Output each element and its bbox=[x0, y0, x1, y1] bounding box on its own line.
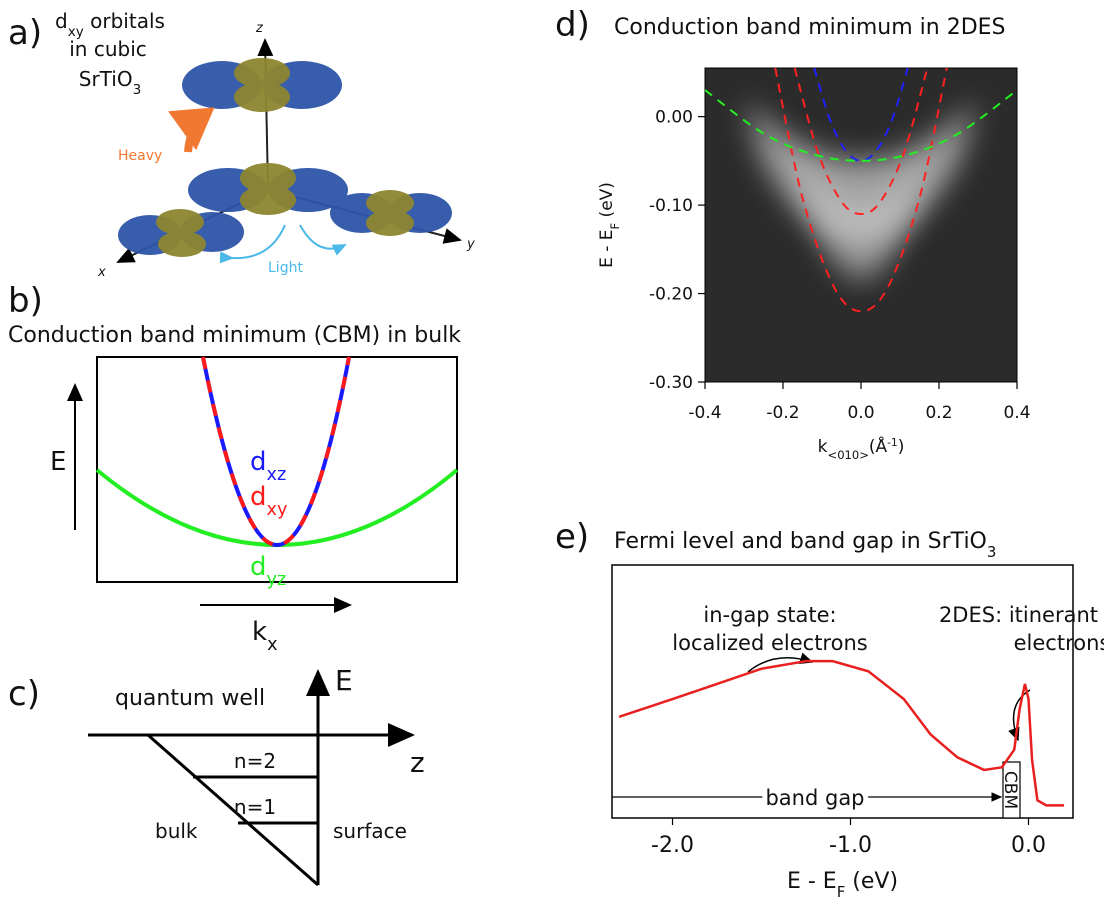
x-tick-label: -2.0 bbox=[651, 833, 694, 858]
chart-title-part: Fermi level and band gap in SrTiO bbox=[614, 529, 987, 554]
axis-name: z bbox=[410, 746, 425, 779]
light-label: Light bbox=[268, 260, 303, 276]
panel-label: c) bbox=[8, 674, 40, 714]
x-tick-label: -1.0 bbox=[829, 833, 872, 858]
diagram-text: quantum well bbox=[115, 686, 265, 711]
band-label-part: d bbox=[250, 552, 267, 582]
x-tick-label: 0.0 bbox=[847, 403, 874, 423]
x-axis-label-part: E - E bbox=[787, 869, 837, 894]
orbital-title-part: 3 bbox=[133, 82, 142, 98]
level-label: n=1 bbox=[234, 795, 276, 819]
panel-label: a) bbox=[8, 13, 42, 53]
arpes-image bbox=[705, 68, 1017, 382]
orbital-title-part: xy bbox=[68, 24, 84, 40]
y-tick-label: -0.10 bbox=[649, 196, 693, 216]
x-tick-label: -0.4 bbox=[688, 403, 721, 423]
band-label-part: xy bbox=[267, 500, 288, 520]
axis-name: z bbox=[255, 21, 264, 36]
annotation: band gap bbox=[765, 786, 864, 810]
x-tick-label: -0.2 bbox=[766, 403, 799, 423]
band-label: dxy​ bbox=[250, 482, 287, 520]
axis-name-part: k bbox=[252, 617, 267, 647]
annotation: localized electrons bbox=[672, 631, 867, 655]
y-axis-label: E - EF​ (eV) bbox=[597, 182, 622, 268]
x-axis-label-part: F bbox=[837, 883, 846, 901]
band-label-part: yz bbox=[267, 570, 287, 590]
band-schematic bbox=[67, 356, 459, 613]
y-tick-label: -0.20 bbox=[649, 285, 693, 305]
orbital-illustration bbox=[116, 38, 462, 264]
chart-title-part: 3 bbox=[987, 543, 997, 561]
x-axis-label-part: ) bbox=[898, 437, 905, 457]
diagram-text: bulk bbox=[155, 819, 198, 843]
band-label: dxz​ bbox=[250, 447, 286, 485]
panel-title: Conduction band minimum (CBM) in bulk bbox=[8, 323, 461, 348]
band-label-part: d bbox=[250, 482, 267, 512]
chart-title: Fermi level and band gap in SrTiO3​ bbox=[614, 529, 996, 561]
series-line bbox=[705, 89, 1017, 162]
annotation: 2DES: itinerant bbox=[939, 603, 1098, 627]
orbital-title: SrTiO3​ bbox=[79, 67, 141, 98]
axis-name: x bbox=[97, 265, 106, 280]
series-line bbox=[618, 659, 1065, 807]
orbital-title-part: orbitals bbox=[84, 9, 165, 33]
axis-name: y bbox=[466, 237, 475, 252]
orbital-title-part: SrTiO bbox=[79, 67, 133, 91]
axis-name: E bbox=[335, 664, 353, 697]
x-tick-label: 0.0 bbox=[1011, 833, 1046, 858]
quantum-well-schematic bbox=[88, 669, 415, 887]
diagram-text: surface bbox=[333, 819, 407, 843]
orbital-title: dxy​ orbitals bbox=[55, 9, 165, 40]
x-axis-label-part: k bbox=[818, 437, 828, 457]
series-line bbox=[793, 68, 929, 215]
band-label: dyz​ bbox=[250, 552, 286, 590]
chart-title: Conduction band minimum in 2DES bbox=[614, 15, 1006, 40]
orbital-title-part: d bbox=[55, 9, 68, 33]
annotation: CBM bbox=[1000, 771, 1020, 809]
panel-label: b) bbox=[8, 281, 43, 321]
series-line bbox=[774, 68, 948, 313]
y-tick-label: 0.00 bbox=[655, 108, 693, 128]
y-axis-label-part: F bbox=[608, 223, 622, 230]
series-line bbox=[813, 68, 909, 162]
x-axis-label: k<010>​(Å-1​) bbox=[818, 435, 905, 462]
axis-name: kx​ bbox=[252, 617, 278, 655]
x-axis-label-part: (eV) bbox=[845, 869, 898, 894]
annotation: in-gap state: bbox=[703, 603, 836, 627]
axis-name: E bbox=[50, 447, 66, 477]
axis-name-part: x bbox=[267, 635, 277, 655]
annotation: electrons bbox=[1014, 631, 1104, 655]
orbital-title: in cubic bbox=[69, 37, 147, 61]
x-axis-label: E - EF​ (eV) bbox=[787, 869, 898, 901]
x-tick-label: 0.4 bbox=[1003, 403, 1030, 423]
level-label: n=2 bbox=[234, 749, 276, 773]
y-tick-label: -0.30 bbox=[649, 373, 693, 393]
y-axis-label-part: (eV) bbox=[597, 182, 617, 223]
panel-label: e) bbox=[555, 517, 589, 557]
x-tick-label: 0.2 bbox=[925, 403, 952, 423]
heavy-label: Heavy bbox=[118, 148, 162, 164]
x-axis-label-part: (Å bbox=[869, 435, 888, 457]
y-axis-label-part: E - E bbox=[597, 229, 617, 267]
panel-label: d) bbox=[555, 5, 590, 45]
x-axis-label-part: -1 bbox=[887, 437, 898, 449]
band-label-part: d bbox=[250, 447, 267, 477]
x-axis-label-part: <010> bbox=[828, 448, 869, 462]
band-label-part: xz bbox=[267, 465, 287, 485]
